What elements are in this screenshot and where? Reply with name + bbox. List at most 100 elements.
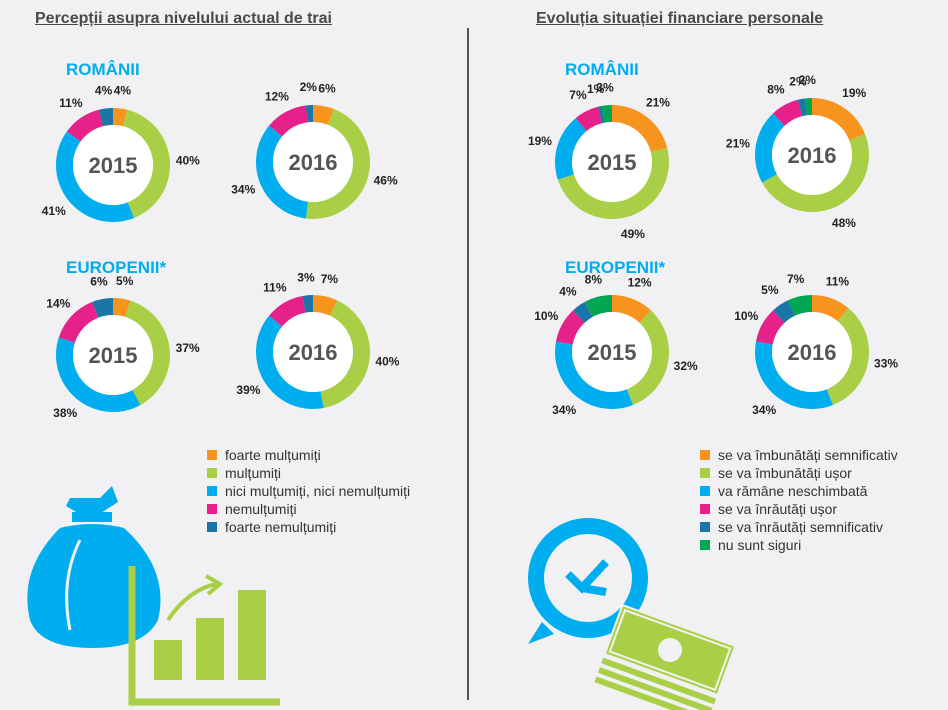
donut-slice [125,300,171,405]
legend-label: nemulțumiți [225,501,297,517]
donut-hole [73,315,153,395]
donut-year-label: 2015 [89,153,138,178]
legend-label: nici mulțumiți, nici nemulțumiți [225,483,411,499]
donut-slice [98,108,113,127]
legend-swatch [700,540,710,550]
legend-right: se va îmbunătăți semnificativ se va îmbun… [700,446,898,554]
donut-data-label: 38% [53,406,77,420]
donut-data-label: 41% [42,204,66,218]
donut-hole [772,115,852,195]
donut-data-label: 6% [318,81,336,95]
legend-label: foarte nemulțumiți [225,519,337,535]
clock-money-illustration [528,518,737,710]
donut-chart: 11% 33% 34% 10%5% 7% 2016 [734,272,898,417]
donut-chart: 12% 32% 34% 10%4% 8% 2015 [534,272,698,416]
donut-slice [313,295,338,316]
donut-year-label: 2015 [89,343,138,368]
donut-data-label: 14% [46,297,70,311]
donut-data-label: 3% [596,80,614,94]
legend-left-item: mulțumiți [207,464,410,482]
donut-hole [273,122,353,202]
donut-slice [554,341,633,409]
right-panel-title: Evoluția situației financiare personale [536,10,824,27]
donut-slice [612,105,668,153]
money-bag-icon [27,486,161,648]
legend-right-item: se va înrăutăți semnificativ [700,518,898,536]
donut-slice [797,98,807,117]
donut-slice [55,337,141,412]
donut-slice [755,341,833,410]
donut-slice [305,109,371,219]
donut-data-label: 5% [761,283,779,297]
left-europeni-label: EUROPENII* [66,258,167,277]
donut-data-label: 19% [842,86,866,100]
donut-slice [557,147,669,219]
donut-data-label: 6% [90,274,108,288]
legend-swatch [700,504,710,514]
donut-chart: 19% 48% 21% 8% 2%2% 2016 [726,73,869,230]
donut-data-label: 34% [552,403,576,417]
legend-left: foarte mulțumiți mulțumiți nici mulțumiți,… [207,446,410,536]
donut-slice [305,105,313,123]
donut-chart: 5% 37% 38% 14% 6% 2015 [46,274,200,420]
donut-slice [755,113,785,183]
donut-slice [92,298,113,318]
donut-data-label: 4% [114,84,132,98]
donut-slice [572,302,593,323]
donut-slice [756,310,785,345]
donut-data-label: 12% [265,89,289,103]
donut-year-label: 2015 [588,340,637,365]
donut-data-label: 21% [726,136,750,150]
legend-label: nu sunt siguri [718,537,802,553]
donut-slice [787,295,812,316]
donut-data-label: 4% [95,84,113,98]
donut-data-label: 11% [59,96,83,110]
legend-left-item: nemulțumiți [207,500,410,518]
legend-swatch [207,468,217,478]
legend-label: se va îmbunătăți semnificativ [718,447,898,463]
donut-data-label: 34% [752,403,776,417]
donut-data-label: 11% [263,280,287,294]
donut-slice [772,300,795,323]
donut-slice [826,308,869,405]
money-bag-growth-illustration [27,486,280,706]
right-romani-label: ROMÂNII [565,60,639,79]
donut-year-label: 2016 [289,150,338,175]
donut-year-label: 2016 [788,143,837,168]
legend-swatch [700,486,710,496]
donut-data-label: 2% [799,73,817,87]
donut-data-label: 7% [787,272,805,286]
donut-data-label: 12% [628,275,652,289]
donut-slice [597,106,605,124]
donut-data-label: 34% [231,183,255,197]
donut-data-label: 4% [559,284,577,298]
donut-slice [269,105,308,137]
donut-data-label: 2% [300,80,318,94]
donut-slice [612,295,652,323]
legend-swatch [207,486,217,496]
left-panel-title: Percepții asupra nivelului actual de tra… [35,10,332,27]
donut-data-label: 40% [176,153,200,167]
donut-slice [113,298,131,317]
donut-slice [56,131,134,222]
donut-data-label: 2% [789,74,807,88]
donut-data-label: 40% [375,354,399,368]
donut-hole [772,312,852,392]
donut-slice [320,300,371,408]
donut-slice [256,315,324,410]
donut-slice [812,295,849,322]
donut-slice [122,109,171,218]
donut-slice [313,105,334,125]
donut-slice [256,125,308,219]
donut-slice [66,109,104,142]
legend-right-item: se va îmbunătăți semnificativ [700,446,898,464]
right-europeni-label: EUROPENII* [565,258,666,277]
left-romani-label: ROMÂNII [66,60,140,79]
donut-data-label: 46% [374,174,398,188]
donut-data-label: 10% [534,309,558,323]
legend-label: foarte mulțumiți [225,447,321,463]
legend-right-item: se va îmbunătăți ușor [700,464,898,482]
donut-data-label: 8% [767,82,785,96]
donut-slice [584,295,612,317]
